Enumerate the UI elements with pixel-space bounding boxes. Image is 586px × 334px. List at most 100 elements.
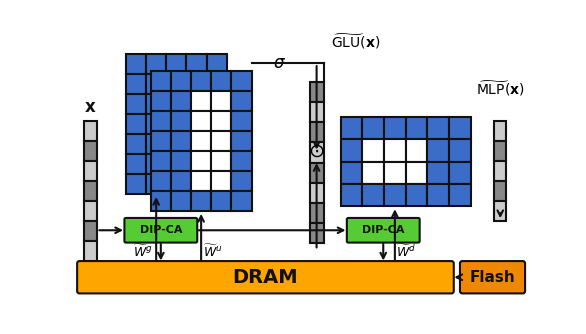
Bar [186, 154, 206, 174]
Bar [406, 184, 427, 206]
Bar [384, 139, 406, 162]
Bar [151, 151, 171, 171]
Bar [211, 71, 231, 91]
FancyBboxPatch shape [124, 218, 197, 242]
Bar [231, 151, 251, 171]
Bar [191, 111, 211, 131]
Bar [166, 134, 186, 154]
Bar [309, 222, 323, 242]
Bar [384, 162, 406, 184]
Bar [206, 114, 227, 134]
Bar [186, 94, 206, 114]
Bar [171, 91, 191, 111]
Bar [211, 91, 231, 111]
Bar [211, 111, 231, 131]
Bar [231, 71, 251, 91]
Bar [362, 117, 384, 139]
Text: DIP-CA: DIP-CA [362, 225, 404, 235]
Bar [340, 117, 362, 139]
Bar [449, 184, 471, 206]
Bar [191, 91, 211, 111]
Bar [231, 91, 251, 111]
Bar [186, 74, 206, 94]
Bar [406, 117, 427, 139]
Bar [84, 201, 97, 221]
Text: Flash: Flash [469, 270, 516, 285]
Bar [126, 94, 146, 114]
Bar [309, 82, 323, 103]
Bar [191, 131, 211, 151]
Text: $\widetilde{\mathrm{GLU}}(\mathbf{x})$: $\widetilde{\mathrm{GLU}}(\mathbf{x})$ [331, 32, 380, 51]
Text: $\widetilde{W}^g$: $\widetilde{W}^g$ [134, 244, 153, 260]
Bar [84, 221, 97, 241]
Bar [171, 171, 191, 191]
Bar [231, 191, 251, 211]
Text: $\mathbf{x}$: $\mathbf{x}$ [84, 98, 97, 116]
Bar [191, 191, 211, 211]
FancyBboxPatch shape [460, 261, 525, 293]
Bar [151, 131, 171, 151]
Bar [146, 174, 166, 194]
Bar [191, 151, 211, 171]
Bar [206, 94, 227, 114]
Bar [309, 143, 323, 163]
Bar [146, 134, 166, 154]
Bar [171, 111, 191, 131]
Bar [362, 139, 384, 162]
Bar [84, 241, 97, 261]
Bar [166, 74, 186, 94]
FancyBboxPatch shape [77, 261, 454, 293]
Bar [146, 94, 166, 114]
Bar [340, 139, 362, 162]
Bar [340, 162, 362, 184]
Bar [84, 181, 97, 201]
Bar [449, 117, 471, 139]
Bar [427, 117, 449, 139]
Bar [151, 171, 171, 191]
Bar [206, 54, 227, 74]
Text: $\widetilde{W}^d$: $\widetilde{W}^d$ [396, 244, 417, 260]
Bar [211, 131, 231, 151]
Bar [362, 162, 384, 184]
Bar [427, 162, 449, 184]
Bar [171, 131, 191, 151]
Bar [151, 191, 171, 211]
Bar [494, 181, 506, 201]
Bar [166, 114, 186, 134]
Bar [309, 163, 323, 182]
Bar [206, 74, 227, 94]
Bar [151, 71, 171, 91]
Bar [126, 154, 146, 174]
Bar [449, 162, 471, 184]
Bar [309, 182, 323, 202]
Bar [151, 91, 171, 111]
Bar [191, 71, 211, 91]
Bar [126, 134, 146, 154]
Bar [309, 103, 323, 123]
Bar [166, 174, 186, 194]
Bar [231, 131, 251, 151]
Bar [146, 154, 166, 174]
Bar [494, 121, 506, 141]
Text: $\sigma$: $\sigma$ [274, 54, 287, 72]
Text: $\widetilde{W}^u$: $\widetilde{W}^u$ [203, 244, 222, 260]
Bar [406, 162, 427, 184]
Bar [231, 111, 251, 131]
Bar [146, 54, 166, 74]
Bar [186, 54, 206, 74]
Bar [211, 191, 231, 211]
Bar [171, 71, 191, 91]
Bar [151, 111, 171, 131]
Bar [126, 114, 146, 134]
Bar [427, 139, 449, 162]
FancyBboxPatch shape [347, 218, 420, 242]
Bar [309, 123, 323, 143]
Bar [206, 154, 227, 174]
Bar [171, 151, 191, 171]
Text: DIP-CA: DIP-CA [139, 225, 182, 235]
Text: DRAM: DRAM [233, 268, 298, 287]
Bar [206, 134, 227, 154]
Bar [84, 121, 97, 141]
Bar [206, 174, 227, 194]
Bar [186, 114, 206, 134]
